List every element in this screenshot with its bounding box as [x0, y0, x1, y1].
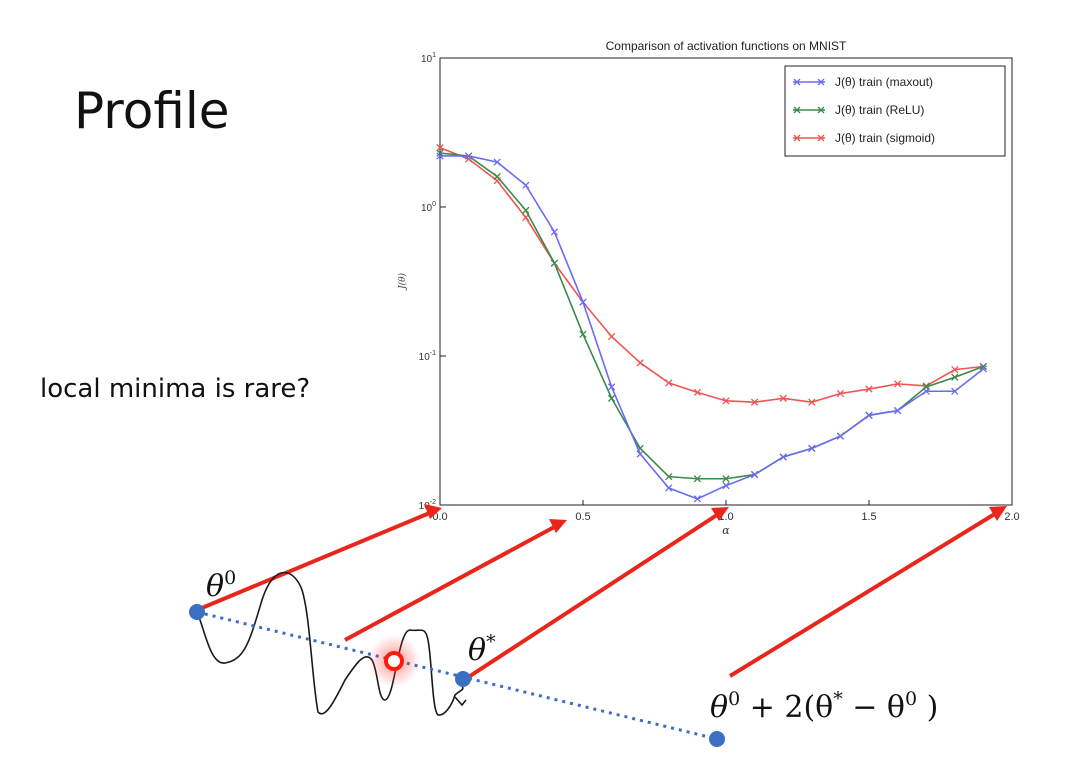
data-point — [607, 394, 616, 402]
y-tick-label: 100 — [421, 201, 436, 214]
local-minima-note: local minima is rare? — [40, 374, 311, 404]
data-point — [636, 450, 644, 458]
data-point — [607, 332, 616, 341]
data-point — [979, 362, 988, 371]
series-line-j-train-sigmoid — [439, 146, 984, 403]
data-point — [951, 373, 959, 381]
legend-swatch-marker — [793, 134, 801, 142]
arrow-2-head — [549, 519, 567, 533]
data-point — [779, 453, 787, 461]
data-point — [665, 379, 673, 387]
data-point — [951, 387, 959, 395]
data-point — [636, 359, 644, 367]
arrow-2 — [344, 523, 559, 642]
data-point — [722, 481, 730, 490]
chart-legend: J(θ) train (maxout) J(θ) train (ReLU) J(θ)… — [784, 65, 1006, 157]
arrow-3-head — [711, 507, 729, 521]
arrow-4-head — [989, 506, 1007, 521]
legend-swatch-marker — [793, 106, 801, 114]
x-tick-label: 0.0 — [432, 511, 447, 523]
legend-swatch-marker — [817, 78, 825, 86]
data-point — [750, 470, 759, 479]
data-point — [693, 475, 702, 483]
data-point — [550, 259, 559, 267]
data-point — [893, 406, 902, 415]
data-point — [865, 411, 873, 419]
legend-swatch-marker — [817, 106, 825, 114]
data-point — [579, 298, 587, 306]
chart-title: Comparison of activation functions on MN… — [606, 39, 847, 53]
arrow-3 — [468, 511, 722, 678]
legend-swatch-marker — [817, 134, 825, 142]
activation-chart: Comparison of activation functions on MN… — [397, 39, 1020, 537]
arrow-1 — [196, 510, 433, 612]
y-axis-label: J(θ) — [397, 272, 408, 291]
data-point — [865, 385, 873, 393]
data-point — [922, 387, 930, 395]
data-point — [550, 228, 559, 236]
data-point — [665, 484, 673, 492]
x-axis-label: α — [722, 524, 730, 537]
arrow-1-head — [424, 504, 442, 519]
data-point — [779, 394, 787, 402]
data-point — [979, 365, 988, 373]
extrapolated-point — [709, 731, 725, 747]
data-point — [836, 432, 845, 440]
x-tick-label: 0.5 — [575, 511, 590, 523]
data-point — [836, 389, 845, 398]
x-tick-label: 2.0 — [1004, 511, 1019, 523]
data-point — [436, 152, 444, 160]
data-point — [464, 152, 473, 160]
series-line-j-train-maxout — [440, 155, 984, 500]
data-point — [665, 472, 673, 481]
loss-landscape-sketch — [196, 571, 464, 716]
extrapolation-label: θ0 + 2(θ* − θ0 ) — [710, 688, 938, 725]
theta0-point — [189, 604, 205, 620]
data-point — [493, 172, 501, 181]
slide-title: Profile — [74, 82, 230, 140]
projection-arrows — [196, 504, 1007, 678]
y-tick-label: 10-2 — [419, 499, 436, 512]
data-point — [436, 144, 444, 152]
data-point — [579, 330, 587, 338]
data-point — [750, 398, 759, 406]
legend-swatch-marker — [793, 78, 801, 86]
data-point — [951, 365, 959, 374]
sketch-tail — [454, 696, 467, 707]
data-point — [722, 397, 730, 405]
data-point — [693, 495, 702, 503]
theta-star-label: θ* — [468, 631, 496, 668]
data-point — [808, 444, 816, 453]
theta-star-point — [455, 671, 471, 687]
data-point — [493, 158, 501, 166]
interpolation-line — [196, 610, 718, 741]
x-tick-label: 1.5 — [861, 511, 876, 523]
arrow-4 — [728, 510, 1000, 678]
data-point — [522, 206, 530, 214]
data-point — [693, 388, 702, 397]
legend-label: J(θ) train (sigmoid) — [835, 131, 935, 145]
data-point — [522, 181, 530, 189]
data-point — [607, 383, 616, 391]
legend-label: J(θ) train (ReLU) — [835, 103, 924, 117]
local-minimum-marker — [384, 651, 404, 671]
y-tick-label: 101 — [421, 52, 436, 65]
data-point — [722, 475, 730, 483]
y-tick-label: 10-1 — [419, 350, 436, 363]
data-point — [808, 398, 816, 406]
data-point — [893, 380, 902, 388]
legend-label: J(θ) train (maxout) — [835, 75, 933, 89]
theta0-label: θ0 — [206, 567, 236, 604]
